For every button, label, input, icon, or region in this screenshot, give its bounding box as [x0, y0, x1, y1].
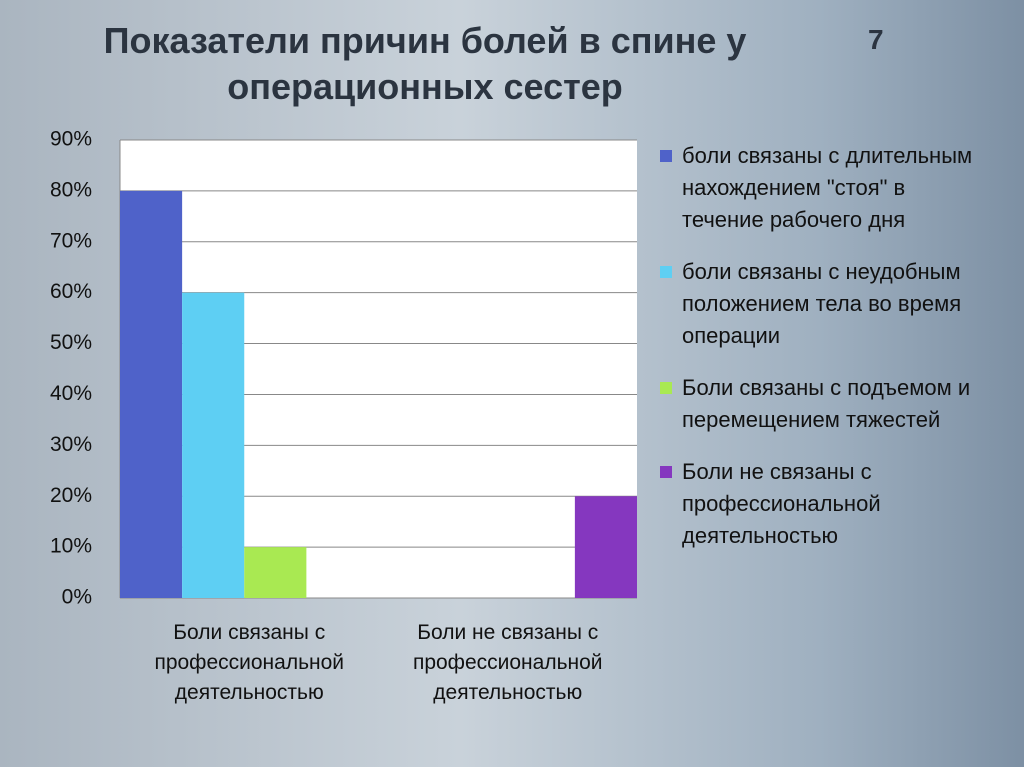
- y-tick-label: 70%: [50, 229, 92, 252]
- x-tick-label: Боли не связаны с профессиональной деяте…: [412, 621, 603, 704]
- y-tick-label: 10%: [50, 535, 92, 558]
- bar: [120, 190, 183, 598]
- legend-entry: Боли не связаны с профессиональной деяте…: [660, 456, 980, 552]
- legend: боли связаны с длительным нахождением "с…: [660, 140, 980, 572]
- legend-swatch: [660, 150, 672, 162]
- chart-title: Показатели причин болей в спине у операц…: [103, 20, 747, 107]
- y-tick-label: 30%: [50, 433, 92, 456]
- x-tick-label: Боли связаны с профессиональной деятельн…: [154, 621, 345, 704]
- legend-swatch: [660, 382, 672, 394]
- legend-entry: Боли связаны с подъемом и перемещением т…: [660, 372, 980, 436]
- y-tick-label: 60%: [50, 280, 92, 303]
- legend-entry: боли связаны с неудобным положением тела…: [660, 256, 980, 352]
- y-tick-label: 50%: [50, 331, 92, 354]
- bar: [574, 496, 637, 598]
- legend-label: боли связаны с неудобным положением тела…: [682, 259, 962, 348]
- y-tick-label: 80%: [50, 178, 92, 201]
- bar: [182, 292, 245, 598]
- y-tick-label: 20%: [50, 484, 92, 507]
- legend-swatch: [660, 266, 672, 278]
- y-tick-label: 90%: [50, 128, 92, 151]
- bar: [244, 547, 307, 598]
- y-tick-label: 40%: [50, 382, 92, 405]
- y-tick-label: 0%: [62, 586, 92, 609]
- legend-swatch: [660, 466, 672, 478]
- legend-label: Боли связаны с подъемом и перемещением т…: [682, 375, 971, 432]
- legend-label: боли связаны с длительным нахождением "с…: [682, 143, 973, 232]
- slide-number: 7: [868, 24, 884, 55]
- legend-entry: боли связаны с длительным нахождением "с…: [660, 140, 980, 236]
- legend-label: Боли не связаны с профессиональной деяте…: [682, 459, 881, 548]
